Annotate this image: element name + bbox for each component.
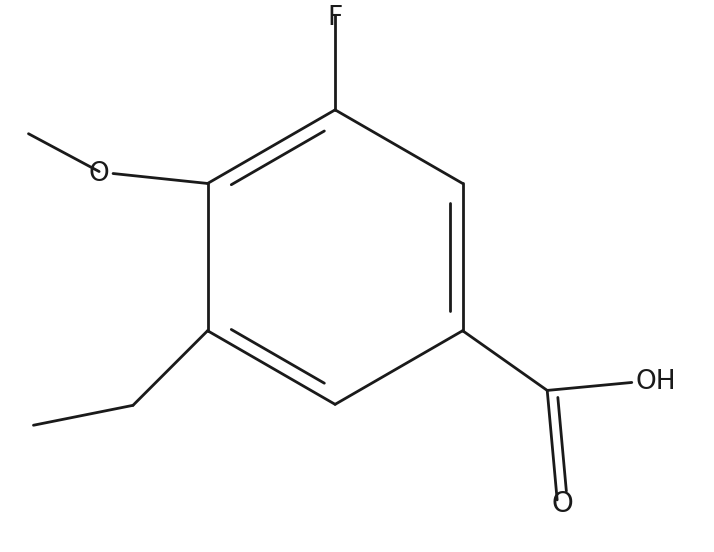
Text: F: F [328, 6, 343, 31]
Text: OH: OH [635, 369, 676, 395]
Text: O: O [551, 490, 573, 518]
Text: O: O [89, 161, 109, 187]
